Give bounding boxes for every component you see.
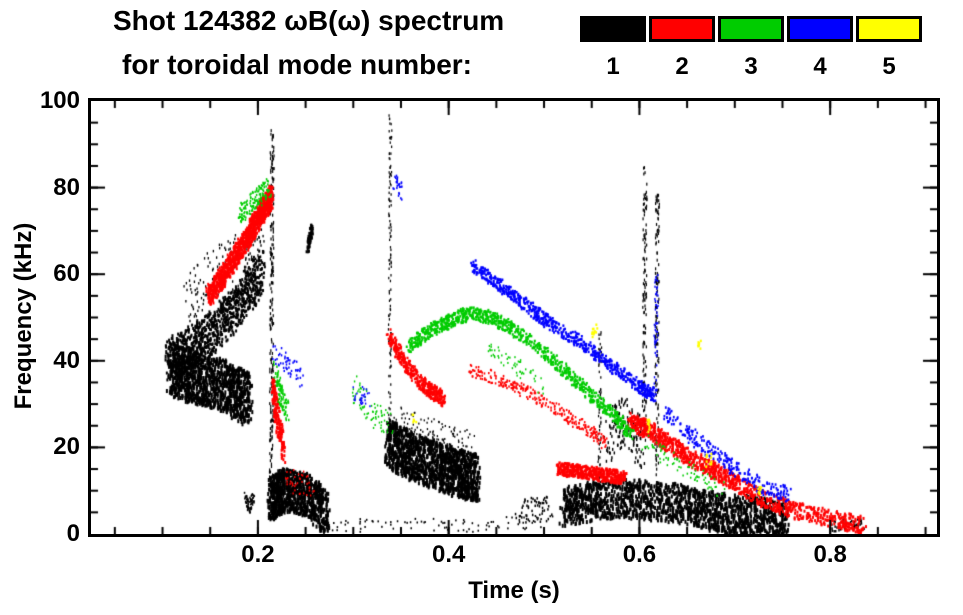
legend-label-4: 4 xyxy=(813,53,827,80)
legend-label-1: 1 xyxy=(606,53,620,80)
plot-area xyxy=(88,98,940,537)
x-axis-label: Time (s) xyxy=(468,577,560,604)
legend-swatch-5 xyxy=(856,16,922,42)
y-tick-label-40: 40 xyxy=(53,346,80,374)
x-tick-label-0.6: 0.6 xyxy=(622,541,657,568)
legend-swatch-3 xyxy=(718,16,784,42)
x-tick-label-0.8: 0.8 xyxy=(813,541,847,568)
chart-subtitle: for toroidal mode number: xyxy=(122,49,472,80)
legend-label-2: 2 xyxy=(675,53,689,80)
chart-title: Shot 124382 ωB(ω) spectrum xyxy=(113,5,505,36)
x-tick-label-0.4: 0.4 xyxy=(431,541,466,568)
y-tick-label-60: 60 xyxy=(53,260,80,288)
legend-swatch-1 xyxy=(580,16,646,42)
y-axis-label: Frequency (kHz) xyxy=(10,222,37,410)
y-tick-label-20: 20 xyxy=(53,433,80,461)
y-tick-label-0: 0 xyxy=(66,520,80,547)
x-tick-label-0.2: 0.2 xyxy=(241,541,275,568)
spectrogram-canvas xyxy=(91,101,937,534)
legend-swatch-4 xyxy=(787,16,853,42)
legend-swatch-2 xyxy=(649,16,715,42)
legend-label-5: 5 xyxy=(882,53,896,80)
y-tick-label-80: 80 xyxy=(53,173,80,201)
legend-label-3: 3 xyxy=(744,53,758,80)
y-tick-label-100: 100 xyxy=(39,87,80,114)
